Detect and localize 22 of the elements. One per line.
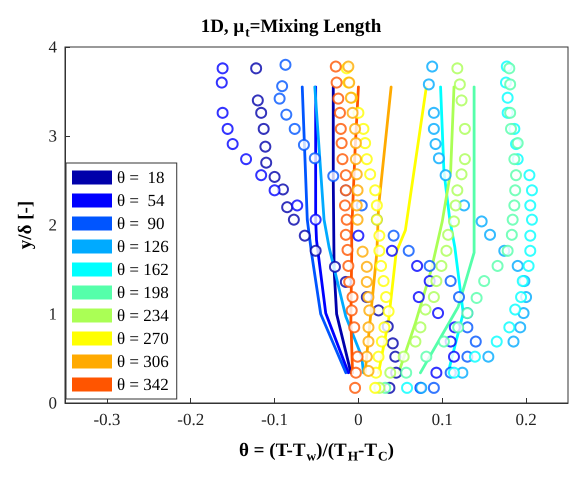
x-tick-label: 0 — [354, 410, 363, 429]
y-tick-label: 4 — [48, 38, 58, 56]
legend-label: θ = 90 — [117, 214, 164, 233]
legend-label: θ = 18 — [117, 168, 164, 187]
legend-label: θ = 270 — [117, 329, 169, 348]
x-tick-label: -0.3 — [93, 410, 120, 429]
legend-label: θ = 54 — [117, 191, 165, 210]
y-tick-label: 3 — [48, 126, 57, 146]
x-tick-label: -0.1 — [261, 410, 288, 429]
y-tick-label: 0 — [48, 394, 57, 412]
legend-label: θ = 342 — [117, 375, 169, 394]
legend-label: θ = 162 — [117, 260, 169, 279]
y-axis-title: y/δ [-] — [15, 200, 36, 250]
x-tick-label: 0.2 — [515, 410, 537, 429]
legend-label: θ = 126 — [117, 237, 169, 256]
x-tick-label: 0.1 — [432, 410, 453, 429]
y-tick-label: 2 — [48, 216, 57, 234]
legend-label: θ = 306 — [117, 352, 169, 371]
legend-label: θ = 234 — [117, 306, 170, 325]
x-tick-label: -0.2 — [177, 410, 204, 429]
legend-label: θ = 198 — [117, 283, 169, 302]
y-tick-label: 1 — [48, 304, 57, 324]
